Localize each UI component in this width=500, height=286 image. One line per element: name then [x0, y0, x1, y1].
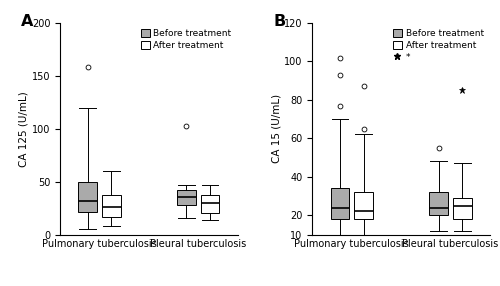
FancyBboxPatch shape [354, 192, 373, 219]
FancyBboxPatch shape [201, 195, 220, 213]
Legend: Before treatment, After treatment, *: Before treatment, After treatment, * [391, 27, 486, 63]
Y-axis label: CA 15 (U/mL): CA 15 (U/mL) [272, 94, 281, 163]
FancyBboxPatch shape [78, 182, 97, 212]
Text: B: B [273, 14, 285, 29]
FancyBboxPatch shape [330, 188, 349, 219]
Text: A: A [21, 14, 34, 29]
FancyBboxPatch shape [453, 198, 471, 219]
Y-axis label: CA 125 (U/mL): CA 125 (U/mL) [19, 91, 29, 166]
FancyBboxPatch shape [177, 190, 196, 205]
Legend: Before treatment, After treatment: Before treatment, After treatment [139, 27, 233, 52]
FancyBboxPatch shape [430, 192, 448, 215]
FancyBboxPatch shape [102, 195, 120, 217]
